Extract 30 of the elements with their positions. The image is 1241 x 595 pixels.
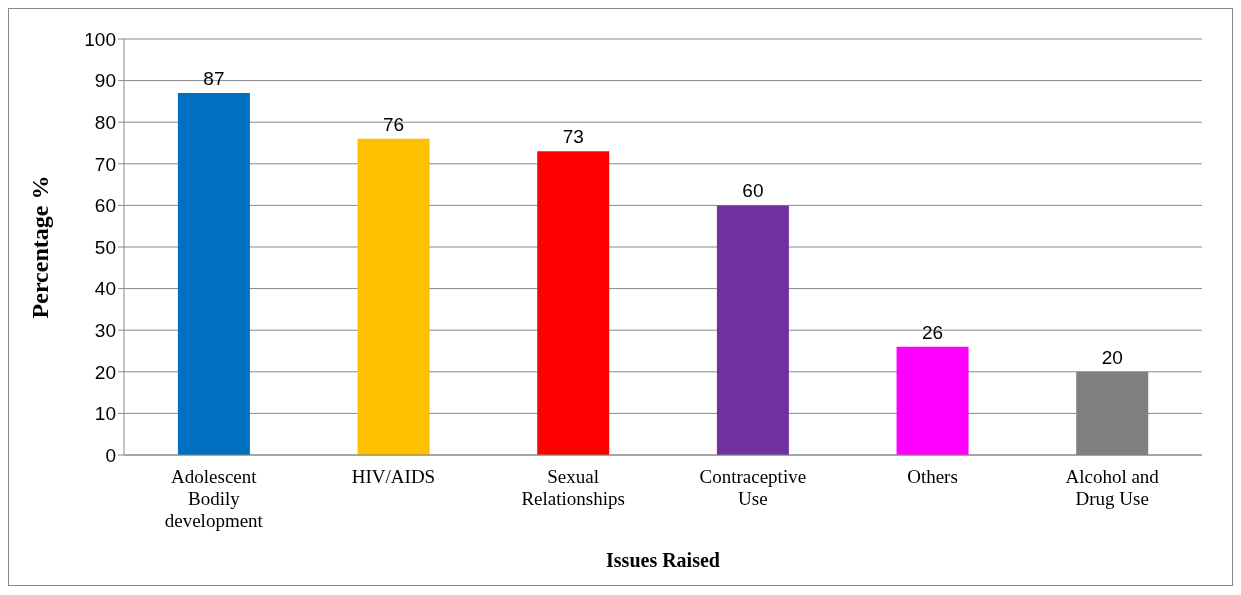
- bar: [896, 346, 969, 455]
- x-tick-label: Contraceptive Use: [699, 466, 807, 509]
- y-tick-label: 0: [105, 444, 116, 466]
- bar: [357, 138, 430, 455]
- x-tick-label: Alcohol and Drug Use: [1065, 466, 1160, 509]
- x-tick-label: HIV/AIDS: [351, 466, 436, 487]
- y-tick-label: 10: [94, 403, 116, 425]
- y-tick-label: 50: [94, 236, 116, 258]
- data-label: 26: [922, 321, 944, 343]
- y-tick-label: 30: [94, 319, 116, 341]
- data-label: 20: [1101, 346, 1123, 368]
- bar: [537, 151, 610, 455]
- x-tick-label: Sexual Relationships: [521, 466, 625, 509]
- x-tick-label: Others: [907, 466, 958, 487]
- data-label: 60: [742, 180, 764, 202]
- x-tick-label: Adolescent Bodily development: [164, 466, 264, 531]
- data-label: 76: [383, 113, 405, 135]
- data-label: 87: [203, 68, 225, 90]
- y-tick-label: 80: [94, 111, 116, 133]
- y-tick-label: 40: [94, 278, 116, 300]
- y-tick-label: 70: [94, 153, 116, 175]
- y-tick-label: 90: [94, 70, 116, 92]
- bar: [716, 205, 789, 455]
- y-tick-label: 100: [84, 28, 116, 50]
- x-axis-title: Issues Raised: [606, 549, 720, 571]
- y-axis-title: Percentage %: [26, 175, 53, 319]
- bar: [177, 93, 250, 455]
- y-tick-label: 60: [94, 195, 116, 217]
- data-label: 73: [562, 126, 584, 148]
- y-tick-label: 20: [94, 361, 116, 383]
